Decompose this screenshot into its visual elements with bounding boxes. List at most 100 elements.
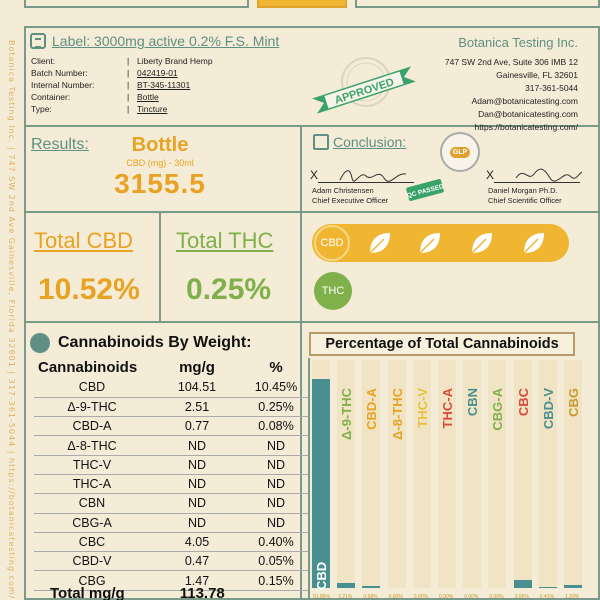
chart-band bbox=[463, 360, 482, 588]
chart-bar bbox=[513, 579, 532, 588]
cannabinoid-name: CBD-A bbox=[34, 416, 150, 437]
cannabinoid-table: Cannabinoids mg/g % CBD 104.51 10.45% Δ-9-T… bbox=[34, 356, 308, 591]
total-cbd-label: Total CBD bbox=[34, 228, 134, 253]
percent-value: ND bbox=[244, 474, 308, 495]
percent-value: 0.08% bbox=[244, 416, 308, 437]
info-value: Liberty Brand Hemp bbox=[137, 56, 213, 66]
cannabinoid-name: CBC bbox=[34, 532, 150, 553]
chart-band bbox=[412, 360, 431, 588]
percentage-chart: CBD 91.85% Δ-9-THC 2.21% CBD-A 0.68% Δ-8-THC 0.… bbox=[308, 358, 582, 600]
mg-per-g-value: 1.47 bbox=[150, 570, 244, 591]
divider bbox=[24, 211, 600, 213]
chart-category-label: THC-V bbox=[414, 388, 430, 428]
table-row: CBC 4.05 0.40% bbox=[34, 532, 308, 553]
cbd-badge: CBD bbox=[314, 225, 350, 261]
cannabinoid-name: THC-A bbox=[34, 474, 150, 495]
report-frame bbox=[24, 26, 600, 600]
chart-category-label: Δ-9-THC bbox=[339, 388, 355, 440]
signature-icon bbox=[515, 168, 583, 182]
table-row: THC-V ND ND bbox=[34, 455, 308, 475]
info-key: Client: bbox=[31, 56, 56, 66]
chart-value-label: 1.29% bbox=[565, 594, 580, 600]
cannabinoid-name: Δ-8-THC bbox=[34, 435, 150, 456]
mg-per-g-value: 0.47 bbox=[150, 551, 244, 572]
divider bbox=[24, 125, 600, 127]
info-key: Batch Number: bbox=[31, 68, 88, 78]
glp-badge-text: GLP bbox=[449, 146, 471, 158]
company-email-1[interactable]: Adam@botanicatesting.com bbox=[471, 96, 578, 106]
chart-value-label: 3.56% bbox=[514, 594, 529, 600]
chart-bar bbox=[312, 378, 330, 588]
info-row-client: Client: | Liberty Brand Hemp bbox=[31, 55, 213, 67]
mg-per-g-value: ND bbox=[150, 513, 244, 533]
company-name: Botanica Testing Inc. bbox=[458, 35, 578, 50]
company-phone: 317-361-5044 bbox=[525, 83, 578, 93]
table-header-row: Cannabinoids mg/g % bbox=[34, 356, 308, 378]
leaf-icon bbox=[523, 233, 544, 254]
company-city: Gainesville, FL 32601 bbox=[496, 70, 578, 80]
info-key: Type: bbox=[31, 104, 52, 114]
percent-value: ND bbox=[244, 435, 308, 456]
table-row: CBN ND ND bbox=[34, 493, 308, 514]
chart-value-label: 0.41% bbox=[539, 594, 554, 600]
percent-value: 0.40% bbox=[244, 532, 308, 553]
signature-line bbox=[318, 182, 414, 183]
mg-per-g-value: ND bbox=[150, 435, 244, 456]
mg-per-g-value: ND bbox=[150, 474, 244, 495]
flask-icon bbox=[30, 333, 50, 353]
column-header: Cannabinoids bbox=[38, 358, 138, 376]
total-label: Total mg/g bbox=[50, 585, 125, 600]
weight-table-title: Cannabinoids By Weight: bbox=[58, 334, 252, 351]
thc-badge: THC bbox=[314, 272, 352, 310]
signer-2-name: Daniel Morgan Ph.D. bbox=[488, 186, 558, 195]
signature-icon bbox=[339, 170, 407, 182]
info-key: Container: bbox=[31, 92, 71, 102]
percent-value: 0.05% bbox=[244, 551, 308, 572]
signature-block-1: X Adam Christensen Chief Executive Offic… bbox=[310, 169, 414, 206]
chart-bar bbox=[564, 585, 582, 588]
table-row: Δ-8-THC ND ND bbox=[34, 435, 308, 456]
signer-1-name: Adam Christensen bbox=[312, 186, 374, 195]
total-value: 113.78 bbox=[179, 585, 225, 600]
side-text: Botanica Testing Inc. | 747 SW 2nd Ave G… bbox=[7, 40, 16, 600]
percent-value: 0.15% bbox=[244, 570, 308, 591]
total-row: Total mg/g 113.78 bbox=[50, 585, 300, 600]
cannabinoid-name: CBG bbox=[34, 570, 150, 591]
top-box-right bbox=[355, 0, 600, 8]
signature-x: X bbox=[310, 168, 319, 182]
book-icon bbox=[313, 134, 329, 150]
approved-stamp-icon: APPROVED bbox=[312, 57, 416, 114]
chart-category-label: CBG bbox=[566, 388, 581, 417]
total-thc-value: 0.25% bbox=[186, 273, 272, 306]
percent-value: 10.45% bbox=[244, 378, 308, 398]
info-separator: | bbox=[127, 92, 130, 102]
chart-value-label: 0.00% bbox=[464, 594, 479, 600]
info-separator: | bbox=[127, 56, 130, 66]
chart-band bbox=[337, 360, 356, 588]
percent-value: 0.25% bbox=[244, 397, 308, 418]
company-website[interactable]: https://botanicatesting.com/ bbox=[474, 122, 578, 132]
cannabinoid-name: CBG-A bbox=[34, 513, 150, 533]
results-block: Bottle CBD (mg) - 30ml 3155.5 bbox=[100, 134, 220, 200]
company-email-2[interactable]: Dan@botanicatesting.com bbox=[478, 109, 578, 119]
chart-band bbox=[438, 360, 456, 588]
percent-value: ND bbox=[244, 493, 308, 514]
chart-category-label: CBG-A bbox=[490, 388, 506, 431]
results-value: 3155.5 bbox=[114, 168, 206, 199]
chart-band bbox=[564, 360, 582, 588]
cannabinoid-name: CBD bbox=[34, 378, 150, 398]
info-row-type: Type: | Tincture bbox=[31, 103, 213, 115]
column-header: % bbox=[269, 358, 283, 376]
chart-bar bbox=[337, 582, 356, 588]
divider bbox=[24, 321, 600, 323]
info-value: Tincture bbox=[137, 104, 168, 114]
chart-bar bbox=[362, 586, 381, 588]
chart-bar bbox=[538, 587, 557, 588]
info-separator: | bbox=[127, 80, 130, 90]
results-unit: CBD (mg) - 30ml bbox=[126, 158, 194, 168]
table-row: CBD 104.51 10.45% bbox=[34, 378, 308, 398]
cannabinoid-name: Δ-9-THC bbox=[34, 397, 150, 418]
company-address: 747 SW 2nd Ave, Suite 306 IMB 12 bbox=[444, 57, 578, 67]
total-cbd-value: 10.52% bbox=[38, 273, 140, 306]
label-title: Label: 3000mg active 0.2% F.S. Mint bbox=[52, 33, 280, 49]
